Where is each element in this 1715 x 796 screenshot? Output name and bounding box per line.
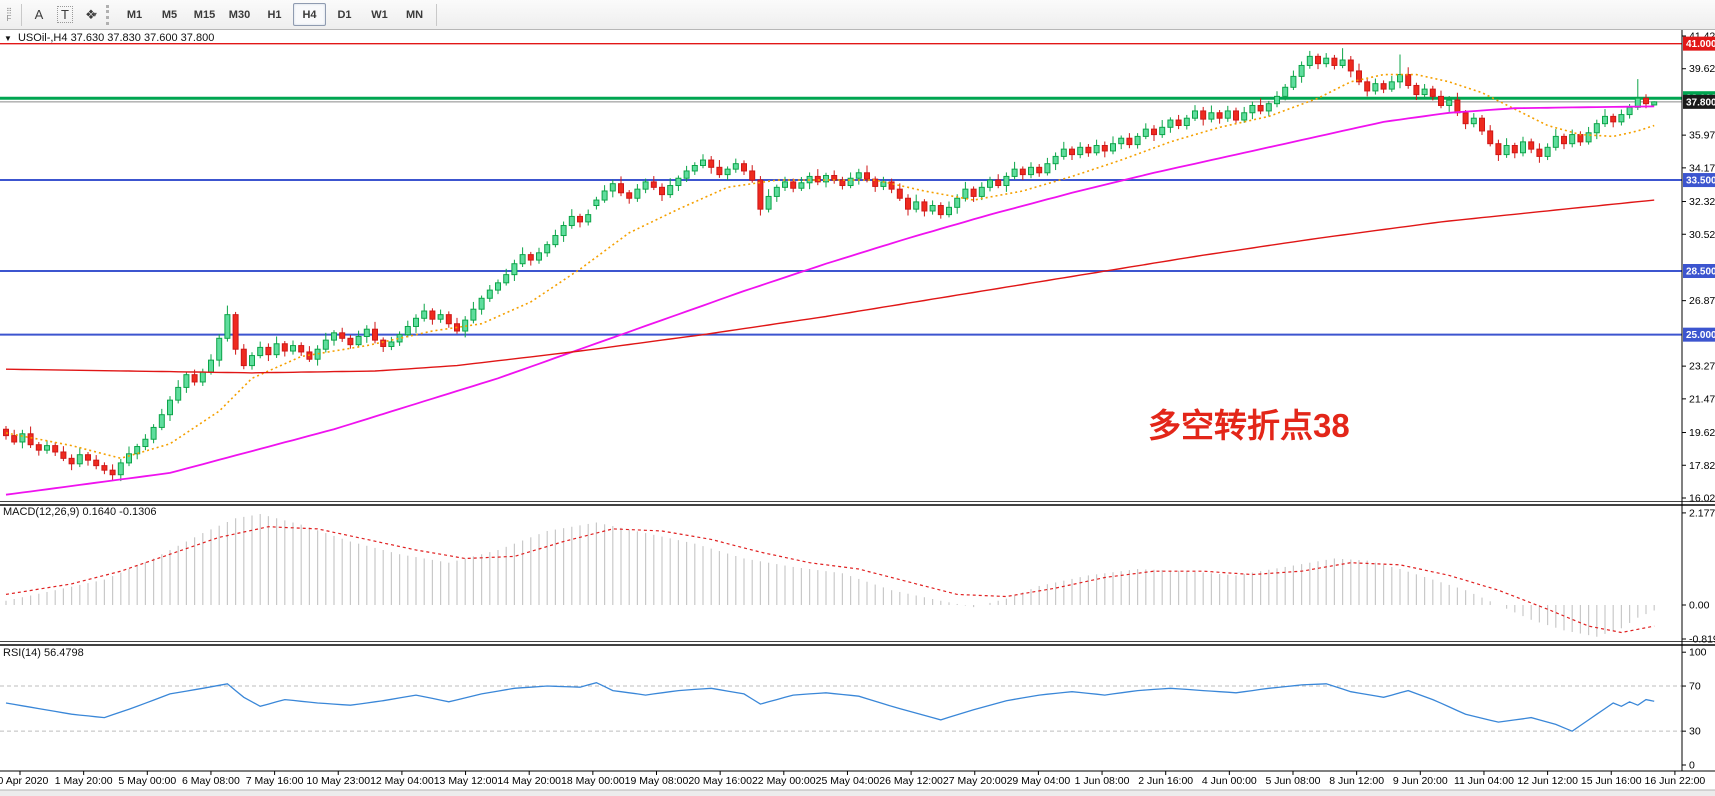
svg-text:29 May 04:00: 29 May 04:00	[1007, 775, 1071, 787]
macd-indicator-label: MACD(12,26,9) 0.1640 -0.1306	[3, 506, 157, 518]
svg-text:30 Apr 2020: 30 Apr 2020	[0, 775, 48, 787]
svg-text:23.270: 23.270	[1689, 361, 1715, 373]
svg-text:35.970: 35.970	[1689, 130, 1715, 142]
ma-mid-line	[5, 105, 1655, 496]
svg-text:-0.819: -0.819	[1689, 634, 1715, 646]
tf-button-h1[interactable]: H1	[267, 8, 282, 21]
clipped-letter: F	[6, 13, 12, 23]
svg-text:18 May 00:00: 18 May 00:00	[561, 775, 625, 787]
svg-text:28.500: 28.500	[1686, 267, 1715, 278]
rsi-line	[5, 682, 1655, 732]
svg-text:39.620: 39.620	[1689, 63, 1715, 75]
ma-fast-line	[5, 73, 1655, 460]
rsi-panel[interactable]	[0, 682, 1682, 732]
toolbar-separator	[436, 3, 437, 26]
tf-button-mn[interactable]: MN	[405, 8, 424, 21]
svg-text:7 May 16:00: 7 May 16:00	[246, 775, 304, 787]
chevron-down-icon: ▾	[92, 10, 97, 19]
toolbar: ⠿ F A T ❖ ▾ M1 M5 M15 M30 H1 H4 D1 W1 MN	[0, 0, 1715, 30]
symbol-period-label: USOil-,H4	[17, 32, 68, 44]
ma-slow-line	[5, 199, 1655, 374]
tf-button-d1[interactable]: D1	[337, 8, 352, 21]
macd-signal-line	[5, 526, 1655, 634]
svg-text:22 May 00:00: 22 May 00:00	[752, 775, 816, 787]
ohlc-quote: 37.630 37.830 37.600 37.800	[70, 32, 215, 44]
svg-text:26 May 12:00: 26 May 12:00	[879, 775, 943, 787]
svg-text:21.470: 21.470	[1689, 393, 1715, 405]
svg-text:26.870: 26.870	[1689, 295, 1715, 307]
svg-text:37.800: 37.800	[1686, 97, 1715, 108]
svg-text:25.000: 25.000	[1686, 330, 1715, 341]
tf-button-m1[interactable]: M1	[126, 8, 143, 21]
cursor-a-icon: A	[34, 7, 44, 22]
svg-text:30: 30	[1689, 726, 1701, 738]
svg-text:20 May 16:00: 20 May 16:00	[688, 775, 752, 787]
time-axis[interactable]: 30 Apr 2020 1 May 20:00 5 May 00:00 6 May 0…	[0, 770, 1715, 787]
svg-text:19.620: 19.620	[1689, 427, 1715, 439]
svg-text:19 May 08:00: 19 May 08:00	[625, 775, 689, 787]
svg-text:8 Jun 12:00: 8 Jun 12:00	[1329, 775, 1384, 787]
svg-text:33.500: 33.500	[1686, 176, 1715, 187]
svg-text:5 Jun 08:00: 5 Jun 08:00	[1266, 775, 1321, 787]
toolbar-drag-handle[interactable]	[106, 4, 113, 25]
svg-text:10 May 23:00: 10 May 23:00	[306, 775, 370, 787]
svg-text:70: 70	[1689, 681, 1701, 693]
toolbar-separator	[21, 3, 22, 26]
cursor-tool-button[interactable]: A	[26, 4, 52, 26]
svg-text:9 Jun 20:00: 9 Jun 20:00	[1393, 775, 1448, 787]
rsi-indicator-label: RSI(14) 56.4798	[3, 647, 84, 659]
macd-panel[interactable]	[5, 514, 1655, 637]
text-tool-button[interactable]: T	[52, 4, 78, 26]
svg-text:100: 100	[1689, 647, 1707, 659]
svg-text:32.320: 32.320	[1689, 196, 1715, 208]
bottom-strip	[0, 790, 1715, 796]
svg-text:12 May 04:00: 12 May 04:00	[370, 775, 434, 787]
tf-button-h4[interactable]: H4	[293, 3, 326, 26]
svg-text:12 Jun 12:00: 12 Jun 12:00	[1517, 775, 1578, 787]
svg-text:25 May 04:00: 25 May 04:00	[816, 775, 880, 787]
tf-button-m5[interactable]: M5	[161, 8, 178, 21]
timeframe-group: M1 M5 M15 M30 H1 H4 D1 W1 MN	[117, 3, 432, 26]
price-axis[interactable]: 41.42039.62035.97034.17032.32030.52026.8…	[1681, 30, 1715, 772]
svg-text:34.170: 34.170	[1689, 162, 1715, 174]
svg-text:15 Jun 16:00: 15 Jun 16:00	[1581, 775, 1642, 787]
chart-annotation-text: 多空转折点38	[1148, 407, 1350, 444]
svg-text:11 Jun 04:00: 11 Jun 04:00	[1454, 775, 1514, 787]
svg-text:13 May 12:00: 13 May 12:00	[434, 775, 498, 787]
svg-text:4 Jun 00:00: 4 Jun 00:00	[1202, 775, 1257, 787]
svg-text:41.000: 41.000	[1686, 39, 1715, 50]
quote-line[interactable]: ▼ USOil-,H4 37.630 37.830 37.600 37.800	[4, 32, 214, 44]
svg-text:6 May 08:00: 6 May 08:00	[182, 775, 240, 787]
svg-text:0.00: 0.00	[1689, 600, 1710, 612]
horizontal-level-lines[interactable]	[0, 42, 1682, 336]
svg-text:5 May 00:00: 5 May 00:00	[118, 775, 176, 787]
svg-text:16 Jun 22:00: 16 Jun 22:00	[1645, 775, 1706, 787]
svg-text:2.1772: 2.1772	[1689, 507, 1715, 519]
shapes-tool-button[interactable]: ❖ ▾	[78, 4, 104, 26]
symbol-dropdown-icon[interactable]: ▼	[4, 34, 12, 43]
drag-dots-icon: ⠿	[6, 6, 12, 16]
tf-button-m15[interactable]: M15	[193, 8, 216, 21]
tf-button-m30[interactable]: M30	[228, 8, 251, 21]
svg-text:1 May 20:00: 1 May 20:00	[55, 775, 113, 787]
svg-text:14 May 20:00: 14 May 20:00	[497, 775, 561, 787]
candlestick-series[interactable]	[3, 48, 1658, 482]
text-tool-icon: T	[57, 6, 73, 23]
clipped-toolbar-icon[interactable]: ⠿ F	[1, 6, 17, 23]
svg-text:1 Jun 08:00: 1 Jun 08:00	[1075, 775, 1130, 787]
svg-text:17.820: 17.820	[1689, 460, 1715, 472]
svg-text:2 Jun 16:00: 2 Jun 16:00	[1138, 775, 1193, 787]
svg-text:16.020: 16.020	[1689, 493, 1715, 505]
svg-text:0: 0	[1689, 760, 1695, 772]
tf-button-w1[interactable]: W1	[371, 8, 388, 21]
shapes-icon: ❖	[85, 6, 97, 22]
panel-separators	[0, 501, 1715, 646]
svg-text:27 May 20:00: 27 May 20:00	[943, 775, 1007, 787]
svg-text:30.520: 30.520	[1689, 229, 1715, 241]
